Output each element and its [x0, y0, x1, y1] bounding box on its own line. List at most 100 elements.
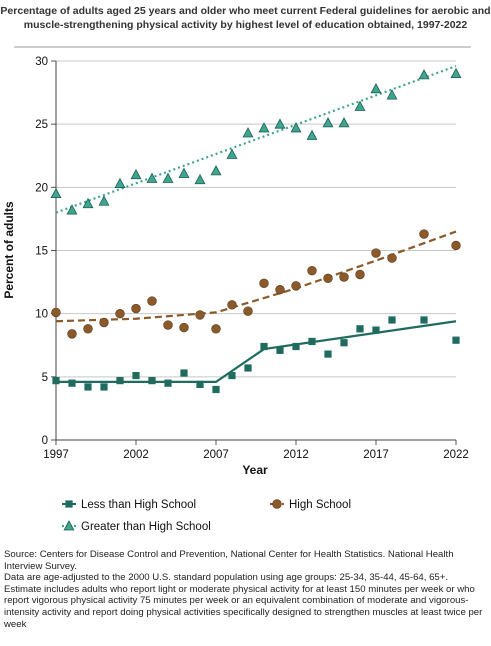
y-tick-label: 15	[35, 246, 48, 258]
high-schoolpoint	[147, 296, 157, 306]
high-schoolpoint	[387, 253, 397, 263]
estimate-definition-note: Estimate includes adults who report ligh…	[4, 583, 483, 630]
less-than-high-schoolpoint	[116, 377, 124, 385]
greater-than-high-schoolpoint	[226, 148, 238, 159]
high-schoolpoint	[99, 317, 109, 328]
high-schoolpoint	[195, 310, 205, 320]
less-than-high-schoolpoint	[388, 316, 396, 324]
y-tick-label: 10	[35, 309, 48, 321]
legend-item-greater-than-high-school: Greater than High School	[62, 520, 211, 533]
greater-than-high-schoolpoint	[146, 172, 158, 183]
high-schoolpoint	[51, 307, 61, 318]
less-than-high-schoolpoint	[84, 383, 92, 391]
greater-than-high-schoolpoint	[306, 129, 318, 140]
high-schoolpoint	[339, 272, 349, 282]
y-tick-label: 30	[35, 56, 48, 68]
legend-marker	[272, 499, 282, 509]
x-tick-label: 2017	[363, 449, 389, 461]
high-schoolpoint	[259, 278, 269, 289]
less-than-high-schoolpoint	[228, 371, 236, 380]
greater-than-high-schoolpoint	[82, 197, 94, 209]
less-than-high-schoolpoint	[244, 364, 252, 372]
less-than-high-schoolpoint	[196, 380, 204, 389]
greater-than-high-schoolpoint	[338, 117, 350, 128]
high-schooltrend-line	[55, 230, 457, 323]
legend-marker	[63, 520, 75, 531]
legend-item-high-school: High School	[270, 499, 351, 511]
less-than-high-schoolpoint	[372, 326, 380, 334]
greater-than-high-schoolpoint	[130, 168, 142, 180]
data-points	[50, 67, 462, 394]
greater-than-high-schooltrend-line	[55, 65, 457, 214]
greater-than-high-schoolpoint	[274, 118, 286, 129]
less-than-high-schoolpoint	[292, 342, 300, 351]
x-tick-label: 2002	[123, 449, 149, 461]
greater-than-high-schoolpoint	[98, 195, 110, 206]
x-tick-label: 2022	[443, 449, 469, 461]
high-schoolpoint	[243, 306, 253, 316]
greater-than-high-schoolpoint	[290, 122, 302, 133]
high-schoolpoint	[227, 300, 237, 310]
less-than-high-schoolpoint	[180, 369, 188, 377]
source-line: Source: Centers for Disease Control and …	[4, 549, 454, 572]
greater-than-high-schoolpoint	[162, 172, 174, 183]
high-schoolpoint	[163, 320, 173, 330]
age-adjustment-note: Data are age-adjusted to the 2000 U.S. s…	[4, 572, 449, 584]
greater-than-high-schoolpoint	[50, 187, 62, 199]
high-schoolpoint	[211, 324, 221, 334]
greater-than-high-schoolpoint	[258, 122, 270, 133]
less-than-high-schoolpoint	[148, 377, 156, 385]
y-tick-label: 25	[35, 119, 48, 131]
y-tick-label: 0	[42, 435, 48, 447]
greater-than-high-schoolpoint	[322, 117, 334, 128]
less-than-high-schoolpoint	[260, 342, 268, 351]
chart-title: Percentage of adults aged 25 years and o…	[0, 5, 491, 31]
y-tick-label: 20	[35, 182, 48, 194]
high-schoolpoint	[67, 329, 77, 339]
legend: Less than High School High School Greater …	[62, 499, 351, 533]
less-than-high-schoolpoint	[100, 383, 108, 391]
less-than-high-schoolpoint	[356, 325, 364, 333]
high-schoolpoint	[275, 284, 285, 295]
source-notes: Source: Centers for Disease Control and …	[4, 549, 488, 630]
less-than-high-schoolpoint	[308, 337, 316, 346]
less-than-high-schooltrend-line	[56, 320, 457, 383]
x-tick-label: 1997	[43, 449, 69, 461]
high-schoolpoint	[291, 281, 301, 291]
less-than-high-schoolpoint	[212, 385, 220, 394]
greater-than-high-schoolpoint	[450, 67, 462, 79]
legend-marker	[65, 500, 73, 508]
high-schoolpoint	[355, 269, 365, 280]
greater-than-high-schoolpoint	[354, 100, 366, 111]
chart: 0 5 10 15 20 25 30 1997 2002 2007 2012 2017 2022 Yea…	[2, 46, 471, 533]
greater-than-high-schoolpoint	[418, 69, 430, 80]
greater-than-high-schoolpoint	[114, 177, 126, 188]
y-axis-label: Percent of adults	[2, 201, 16, 299]
less-than-high-schoolpoint	[452, 336, 460, 344]
legend-label: Greater than High School	[81, 521, 211, 533]
less-than-high-schoolpoint	[340, 339, 348, 347]
greater-than-high-schoolpoint	[386, 89, 398, 100]
greater-than-high-schoolpoint	[178, 167, 190, 178]
less-than-high-schoolpoint	[68, 379, 76, 387]
greater-than-high-schoolpoint	[194, 173, 206, 185]
less-than-high-schoolpoint	[164, 379, 172, 387]
legend-label: High School	[289, 499, 351, 511]
high-schoolpoint	[371, 248, 381, 258]
high-schoolpoint	[131, 303, 141, 314]
axes: 0 5 10 15 20 25 30 1997 2002 2007 2012 2017 2022	[14, 46, 471, 461]
less-than-high-schoolpoint	[132, 371, 140, 380]
less-than-high-schoolpoint	[52, 377, 60, 385]
high-schoolpoint	[323, 273, 333, 283]
x-tick-label: 2007	[203, 449, 229, 461]
greater-than-high-schoolpoint	[210, 165, 222, 176]
legend-label: Less than High School	[81, 499, 196, 511]
high-schoolpoint	[179, 322, 189, 333]
y-tick-label: 5	[42, 372, 48, 384]
less-than-high-schoolpoint	[276, 346, 284, 354]
trend-lines	[55, 65, 457, 383]
x-tick-label: 2012	[283, 449, 309, 461]
high-schoolpoint	[451, 240, 461, 251]
legend-item-less-than-high-school: Less than High School	[62, 499, 196, 511]
high-schoolpoint	[83, 324, 93, 334]
